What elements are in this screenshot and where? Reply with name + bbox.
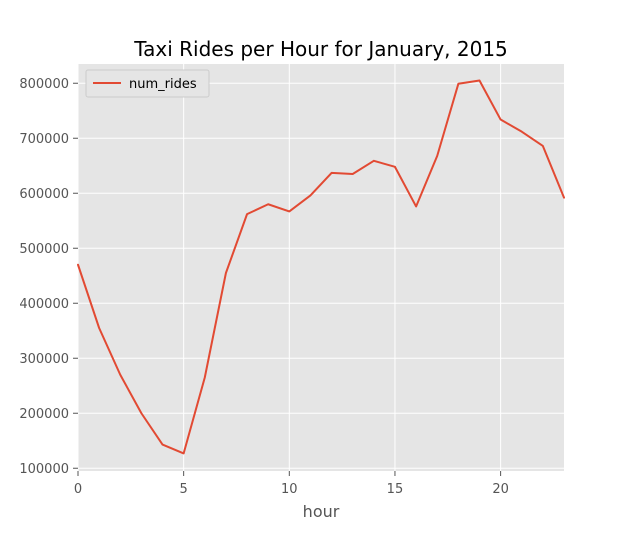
legend: num_rides [85, 69, 210, 98]
chart-title: Taxi Rides per Hour for January, 2015 [133, 37, 508, 61]
x-tick-label: 5 [180, 482, 188, 497]
y-tick-label: 200000 [19, 407, 69, 422]
x-tick-label: 20 [492, 482, 509, 497]
y-tick-label: 300000 [19, 352, 69, 367]
y-tick-label: 400000 [19, 297, 69, 312]
y-tick-label: 500000 [19, 242, 69, 257]
axis-layer: 100000 200000 300000 400000 500000 600000 7000… [19, 77, 509, 497]
legend-box [85, 69, 210, 98]
x-axis-label: hour [303, 502, 340, 521]
y-tick-label: 700000 [19, 132, 69, 147]
x-tick-label: 10 [281, 482, 298, 497]
x-tick-label: 0 [74, 482, 82, 497]
legend-label-num_rides: num_rides [129, 77, 197, 92]
y-tick-label: 100000 [19, 462, 69, 477]
plot-area [78, 64, 564, 471]
series-line-num_rides [77, 79, 565, 455]
y-tick-label: 600000 [19, 187, 69, 202]
x-tick-label: 15 [387, 482, 404, 497]
y-tick-label: 800000 [19, 77, 69, 92]
series-layer [77, 79, 565, 455]
grid-layer [77, 64, 564, 471]
